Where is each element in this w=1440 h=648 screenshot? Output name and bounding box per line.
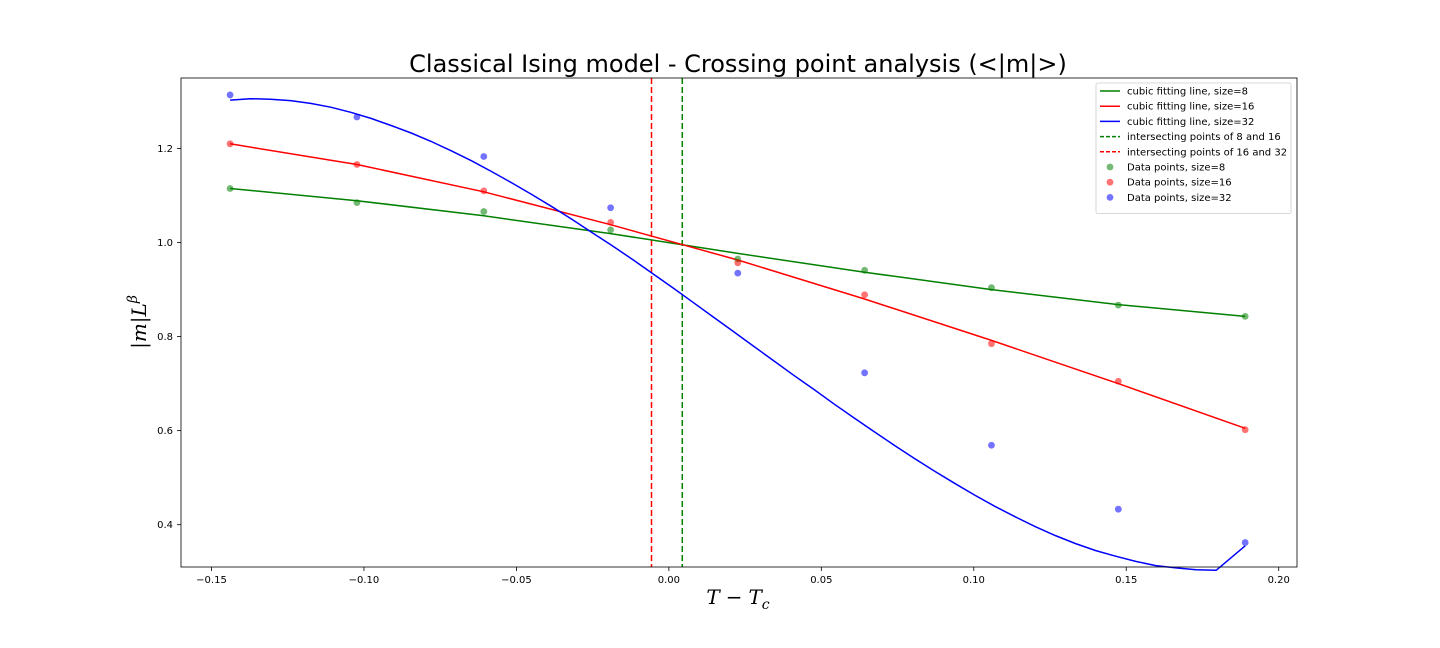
data-point-1-7 (1114, 377, 1122, 385)
legend: cubic fitting line, size=8 cubic fitting … (1095, 82, 1292, 215)
data-point-0-2 (480, 208, 488, 215)
data-point-0-0 (226, 185, 234, 192)
legend-marker-7 (1106, 194, 1114, 201)
legend-label-4: intersecting points of 16 and 32 (1127, 147, 1287, 158)
legend-label-6: Data points, size=16 (1127, 178, 1232, 189)
data-point-1-4 (734, 259, 742, 267)
data-point-1-3 (607, 218, 615, 226)
data-point-0-8 (1241, 312, 1249, 320)
plot-frame (180, 77, 1298, 568)
legend-label-7: Data points, size=32 (1127, 193, 1232, 204)
data-point-0-1 (353, 199, 361, 207)
fit-line-0 (230, 187, 1246, 318)
x-axis-label: T − Tc (706, 585, 769, 613)
data-point-1-8 (1241, 426, 1249, 434)
data-point-2-0 (226, 91, 234, 99)
fit-line-2 (230, 97, 1246, 572)
data-point-2-8 (1241, 539, 1249, 546)
x-tick-label-6: 0.15 (1115, 575, 1137, 586)
y-tick-label-1: 0.6 (157, 426, 173, 437)
y-tick-label-0: 0.4 (157, 520, 173, 531)
x-tick-label-0: −0.15 (196, 575, 227, 586)
legend-label-1: cubic fitting line, size=16 (1127, 102, 1254, 113)
chart-title: Classical Ising model - Crossing point a… (409, 50, 1067, 78)
y-tick-label-2: 0.8 (157, 332, 173, 343)
data-point-1-6 (988, 340, 995, 348)
data-point-2-6 (988, 441, 995, 449)
data-point-2-5 (861, 369, 869, 377)
x-tick-label-5: 0.10 (963, 575, 985, 586)
data-point-0-5 (861, 266, 869, 274)
y-tick-label-4: 1.2 (157, 144, 173, 155)
y-tick-label-3: 1.0 (157, 238, 173, 249)
y-axis-label: |m|Lβ (125, 295, 152, 349)
data-point-0-7 (1114, 301, 1122, 309)
data-point-2-1 (353, 113, 361, 121)
y-axis: 0.4 0.6 0.8 1.0 1.2 (157, 144, 181, 531)
legend-label-2: cubic fitting line, size=32 (1127, 117, 1254, 128)
x-tick-label-3: 0.00 (658, 575, 680, 586)
data-point-0-6 (988, 284, 995, 292)
legend-label-5: Data points, size=8 (1127, 163, 1225, 174)
legend-marker-6 (1106, 178, 1114, 186)
data-point-2-7 (1114, 505, 1122, 513)
legend-box (1095, 82, 1292, 215)
data-point-1-1 (353, 161, 361, 168)
data-point-1-5 (861, 291, 869, 299)
x-tick-label-4: 0.05 (810, 575, 832, 586)
legend-marker-5 (1106, 163, 1114, 171)
x-tick-label-2: −0.05 (501, 575, 532, 586)
data-point-1-2 (480, 187, 488, 195)
legend-label-3: intersecting points of 8 and 16 (1127, 132, 1281, 143)
fit-line-1 (229, 143, 1246, 430)
data-point-2-4 (734, 269, 742, 277)
data-point-0-3 (607, 226, 615, 234)
x-axis: −0.15 −0.10 −0.05 0.00 0.05 0.10 0.15 0.20 (196, 567, 1290, 586)
x-tick-label-1: −0.10 (349, 575, 380, 586)
legend-label-0: cubic fitting line, size=8 (1127, 87, 1248, 98)
data-point-1-0 (226, 140, 234, 148)
x-tick-label-7: 0.20 (1268, 575, 1290, 586)
data-point-2-2 (480, 153, 488, 160)
data-point-2-3 (607, 204, 615, 212)
plot-area (226, 78, 1249, 572)
